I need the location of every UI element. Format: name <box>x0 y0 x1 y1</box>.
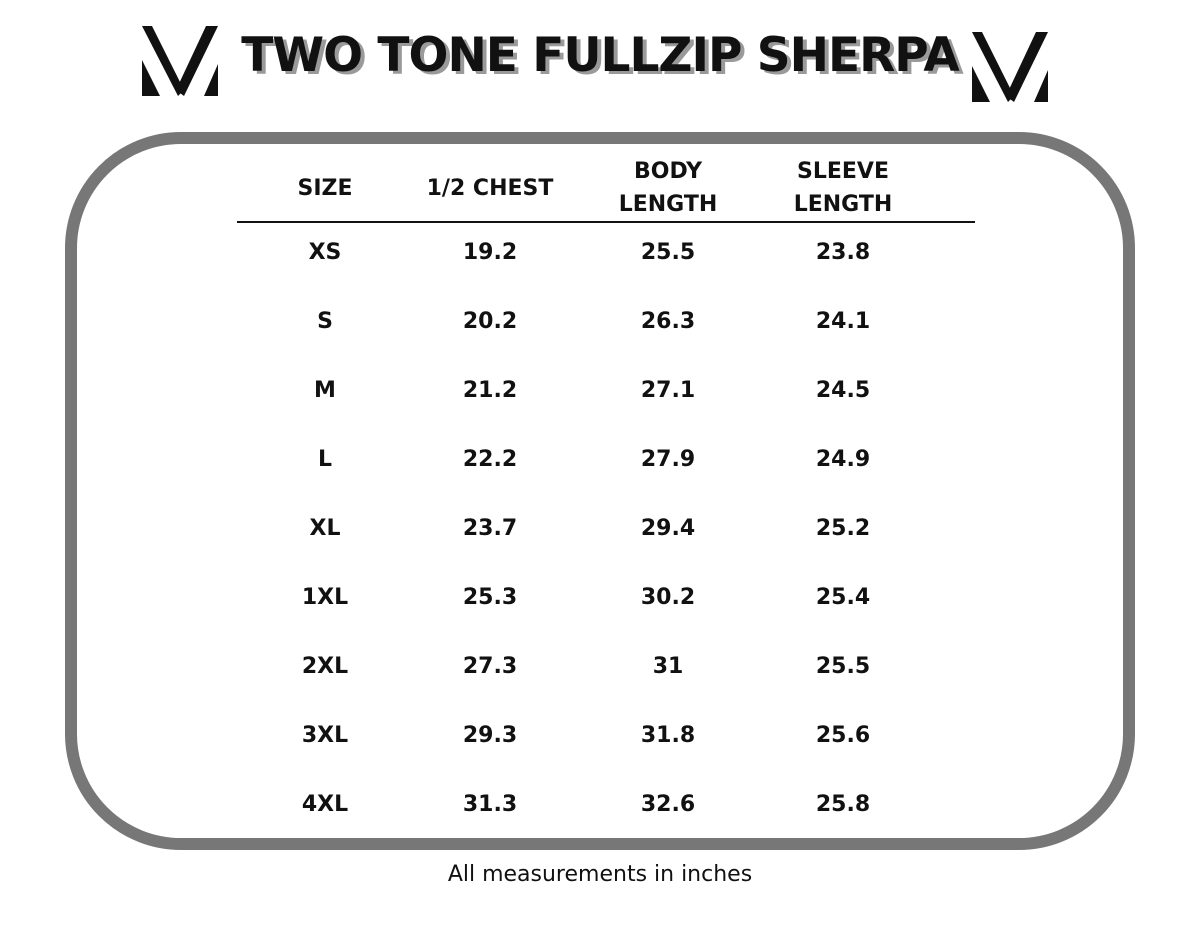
measurement: 30.2 <box>640 585 696 610</box>
table-frame <box>65 132 1135 850</box>
size-label: 3XL <box>301 723 349 748</box>
measurement: 23.8 <box>815 240 871 265</box>
measurement: 23.7 <box>462 516 518 541</box>
size-label: M <box>314 378 336 403</box>
measurement: 26.3 <box>640 309 696 334</box>
measurement: 31 <box>652 654 684 679</box>
measurement: 29.4 <box>640 516 696 541</box>
measurement: 24.9 <box>815 447 871 472</box>
logo-right <box>972 32 1048 102</box>
size-label: 2XL <box>301 654 349 679</box>
size-label: 4XL <box>301 792 349 817</box>
size-label: XS <box>308 240 342 265</box>
column-header: 1/2 CHEST <box>400 155 580 221</box>
header-text: 1/2 CHEST <box>426 175 554 201</box>
measurement: 24.5 <box>815 378 871 403</box>
measurement: 29.3 <box>462 723 518 748</box>
size-label: L <box>317 447 333 472</box>
title: TWO TONE FULLZIP SHERPA <box>241 28 960 83</box>
measurement: 27.1 <box>640 378 696 403</box>
measurement: 27.9 <box>640 447 696 472</box>
measurement: 25.5 <box>640 240 696 265</box>
measurement: 25.5 <box>815 654 871 679</box>
size-label: 1XL <box>301 585 349 610</box>
measurement: 31.8 <box>640 723 696 748</box>
footer-note: All measurements in inches <box>447 862 753 887</box>
measurement: 25.6 <box>815 723 871 748</box>
measurement: 32.6 <box>640 792 696 817</box>
measurement: 21.2 <box>462 378 518 403</box>
measurement: 25.3 <box>462 585 518 610</box>
size-label: XL <box>309 516 341 541</box>
header-text: BODY LENGTH <box>618 159 718 217</box>
measurement: 25.8 <box>815 792 871 817</box>
column-header: SLEEVE LENGTH <box>753 155 933 221</box>
measurement: 25.4 <box>815 585 871 610</box>
measurement: 25.2 <box>815 516 871 541</box>
measurement: 24.1 <box>815 309 871 334</box>
measurement: 20.2 <box>462 309 518 334</box>
column-header: SIZE <box>235 155 415 221</box>
header-text: SIZE <box>297 175 353 201</box>
header-text: SLEEVE LENGTH <box>793 159 893 217</box>
size-label: S <box>317 309 333 334</box>
measurement: 27.3 <box>462 654 518 679</box>
column-header: BODY LENGTH <box>578 155 758 221</box>
measurement: 22.2 <box>462 447 518 472</box>
logo-left <box>142 26 218 96</box>
measurement: 31.3 <box>462 792 518 817</box>
measurement: 19.2 <box>462 240 518 265</box>
